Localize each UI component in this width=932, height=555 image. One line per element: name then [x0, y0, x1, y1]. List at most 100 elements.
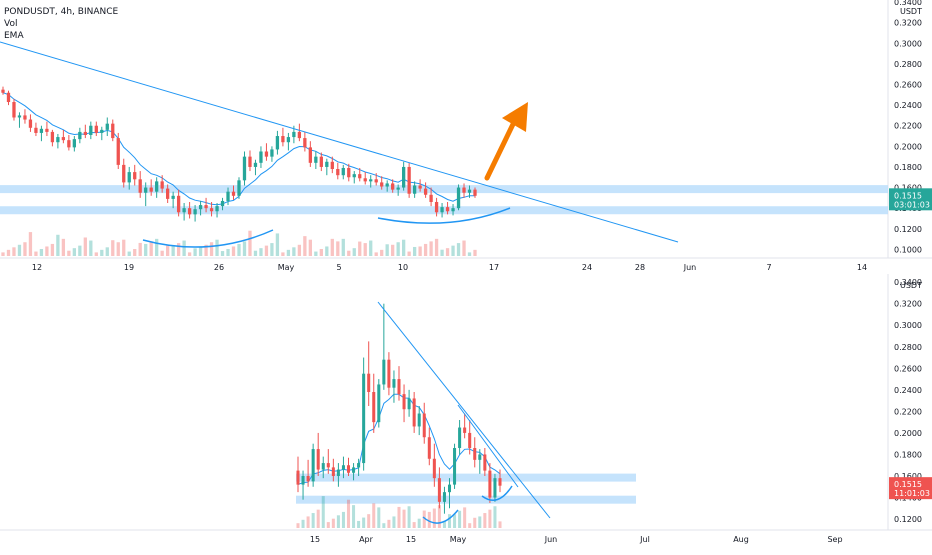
candle-body — [347, 167, 351, 178]
candle-body — [451, 208, 455, 212]
candle-body — [149, 187, 153, 192]
volume-bar — [352, 248, 356, 256]
volume-bar — [144, 243, 148, 256]
volume-bar — [429, 241, 433, 256]
countdown-label: 03:01:03 — [894, 200, 930, 209]
candle-body — [396, 187, 400, 190]
time-tick-label: 19 — [124, 263, 134, 272]
candle-body — [83, 131, 87, 135]
candle-body — [248, 156, 252, 167]
candle-body — [111, 123, 115, 139]
candle-body — [105, 123, 109, 130]
volume-bar — [385, 244, 389, 256]
volume-bar — [39, 249, 44, 256]
candle-body — [352, 174, 356, 178]
price-tick-label: 0.1000 — [894, 245, 922, 254]
candle-body — [358, 174, 362, 179]
volume-bar — [341, 511, 345, 528]
candle-body — [429, 194, 433, 202]
volume-bar — [301, 519, 305, 528]
support-zone — [0, 185, 888, 194]
candle-body — [155, 181, 159, 192]
volume-bar — [259, 248, 263, 256]
price-tick-label: 0.2200 — [894, 407, 922, 416]
volume-bar — [171, 245, 175, 256]
candle-body — [362, 373, 366, 464]
time-tick-label: 10 — [398, 263, 408, 272]
candle-body — [330, 161, 334, 170]
candle-body — [352, 467, 356, 473]
candle-body — [297, 131, 302, 139]
descending-trendline — [0, 41, 679, 243]
candle-body — [478, 454, 482, 460]
volume-bar — [423, 243, 428, 256]
volume-bar — [105, 247, 109, 256]
volume-bar — [346, 499, 351, 528]
candle-body — [319, 156, 323, 167]
time-tick-label: 26 — [214, 263, 224, 272]
volume-bar — [336, 515, 340, 528]
candle-body — [336, 169, 340, 176]
support-zone — [0, 206, 888, 215]
volume-bar — [193, 248, 197, 256]
volume-bar — [281, 252, 285, 256]
volume-bar — [182, 240, 186, 256]
price-tick-label: 0.2600 — [894, 81, 922, 90]
candle-body — [357, 463, 361, 468]
volume-bar — [427, 511, 431, 528]
candle-body — [67, 140, 71, 148]
candle-body — [468, 432, 472, 448]
volume-bar — [209, 242, 214, 256]
candle-body — [467, 189, 472, 193]
volume-bar — [253, 250, 258, 256]
price-tick-label: 0.3000 — [894, 39, 922, 48]
volume-bar — [488, 509, 492, 528]
volume-bar — [331, 518, 335, 528]
volume-bar — [418, 246, 422, 256]
volume-bar — [133, 249, 137, 256]
volume-bar — [432, 508, 436, 528]
volume-bar — [347, 250, 351, 256]
chart-legend: PONDUSDT, 4h, BINANCE Vol EMA — [4, 6, 118, 42]
volume-bar — [352, 505, 356, 528]
candle-body — [367, 373, 371, 392]
candle-body — [17, 115, 22, 118]
candle-body — [166, 188, 170, 199]
volume-bar — [396, 242, 400, 256]
volume-bar — [111, 240, 115, 256]
volume-bar — [316, 509, 320, 528]
volume-bar — [155, 238, 159, 256]
candle-body — [374, 179, 378, 183]
candle-body — [39, 128, 44, 133]
candle-body — [445, 207, 450, 212]
candle-body — [387, 359, 391, 388]
price-tick-label: 0.2200 — [894, 122, 922, 131]
price-tick-label: 0.3400 — [894, 0, 922, 7]
candle-body — [127, 172, 131, 183]
volume-bar — [6, 249, 11, 256]
volume-bar — [149, 241, 153, 256]
candle-body — [316, 449, 320, 470]
time-tick-label: May — [450, 535, 467, 544]
candle-body — [301, 476, 305, 485]
candle-body — [377, 384, 381, 423]
volume-bar — [187, 252, 192, 256]
volume-bar — [456, 243, 461, 256]
volume-bar — [296, 523, 300, 528]
time-tick-label: 14 — [857, 263, 867, 272]
candle-body — [321, 463, 325, 470]
volume-bar — [392, 516, 396, 528]
time-tick-label: Apr — [359, 535, 374, 544]
candle-body — [198, 205, 203, 210]
candle-body — [281, 136, 285, 143]
volume-bar — [67, 250, 71, 256]
volume-bar — [308, 239, 312, 256]
volume-bar — [237, 243, 241, 256]
volume-bar — [330, 238, 334, 256]
volume-bar — [380, 249, 384, 256]
volume-bar — [100, 249, 104, 256]
candle-body — [176, 195, 181, 213]
price-tick-label: 0.1200 — [894, 515, 922, 524]
volume-bar — [498, 521, 502, 528]
